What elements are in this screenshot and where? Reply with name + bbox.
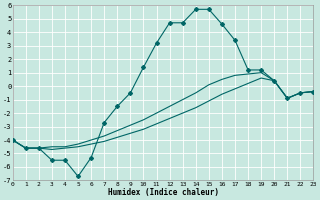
X-axis label: Humidex (Indice chaleur): Humidex (Indice chaleur) xyxy=(108,188,219,197)
